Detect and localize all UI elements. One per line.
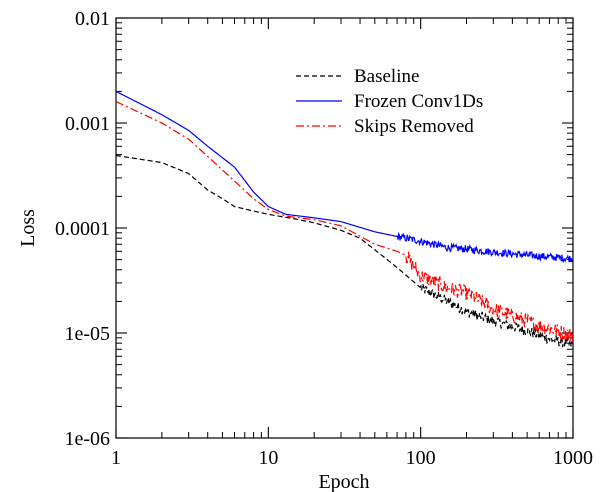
x-tick-label: 100	[406, 447, 436, 469]
legend-label: Skips Removed	[354, 116, 474, 137]
x-tick-labels: 1 10 100 1000	[111, 447, 593, 469]
y-tick-labels: 1e-06 1e-05 0.0001 0.001 0.01	[55, 8, 110, 450]
x-tick-label: 1000	[553, 447, 593, 469]
minor-ticks	[116, 18, 573, 438]
x-tick-label: 1	[111, 447, 121, 469]
x-axis-label: Epoch	[318, 471, 369, 492]
y-tick-label: 0.0001	[55, 218, 110, 240]
major-ticks	[115, 17, 574, 439]
series-lines	[115, 90, 574, 348]
series-line-3	[115, 101, 574, 343]
series-line-1	[115, 154, 574, 348]
y-axis-label: Loss	[17, 209, 39, 247]
series-line-2	[115, 90, 574, 264]
y-tick-label: 0.01	[75, 8, 110, 30]
x-tick-label: 10	[258, 447, 278, 469]
y-tick-label: 1e-05	[64, 323, 110, 345]
y-tick-label: 1e-06	[64, 428, 110, 450]
y-tick-label: 0.001	[65, 113, 110, 135]
legend-label: Baseline	[354, 66, 419, 87]
legend: Baseline Frozen Conv1Ds Skips Removed	[296, 66, 483, 137]
legend-label: Frozen Conv1Ds	[354, 91, 483, 112]
